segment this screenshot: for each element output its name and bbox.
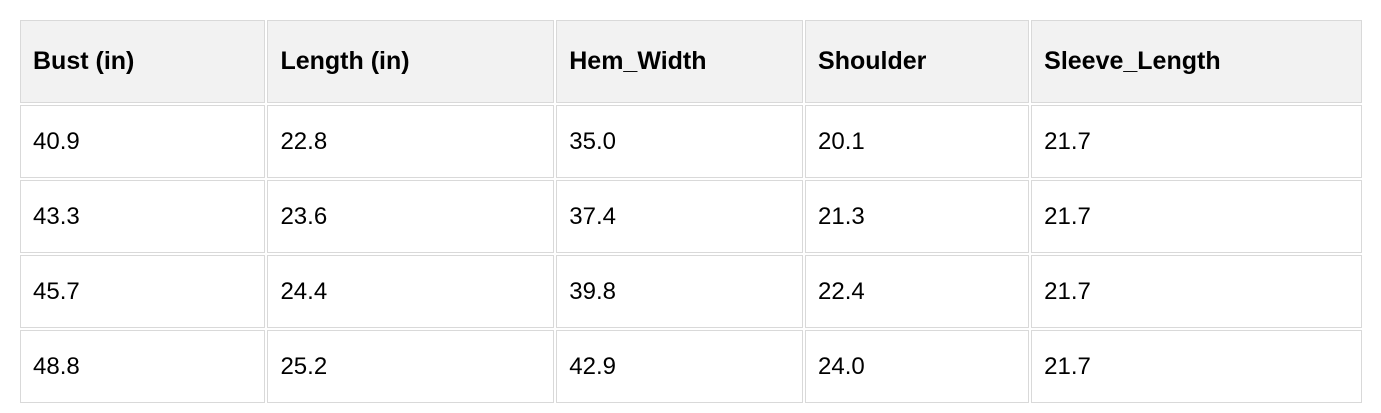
table-row: 43.3 23.6 37.4 21.3 21.7	[20, 180, 1362, 253]
column-header-shoulder: Shoulder	[805, 20, 1030, 103]
table-row: 40.9 22.8 35.0 20.1 21.7	[20, 105, 1362, 178]
table-cell: 42.9	[556, 330, 804, 403]
table-cell: 24.4	[267, 255, 555, 328]
table-cell: 21.7	[1031, 255, 1362, 328]
table-cell: 24.0	[805, 330, 1030, 403]
table-cell: 20.1	[805, 105, 1030, 178]
table-cell: 21.7	[1031, 180, 1362, 253]
table-cell: 35.0	[556, 105, 804, 178]
header-row: Bust (in) Length (in) Hem_Width Shoulder…	[20, 20, 1362, 103]
table-cell: 25.2	[267, 330, 555, 403]
table-row: 48.8 25.2 42.9 24.0 21.7	[20, 330, 1362, 403]
column-header-length: Length (in)	[267, 20, 555, 103]
table-cell: 45.7	[20, 255, 266, 328]
table-cell: 21.3	[805, 180, 1030, 253]
column-header-sleeve-length: Sleeve_Length	[1031, 20, 1362, 103]
table-cell: 40.9	[20, 105, 266, 178]
table-cell: 37.4	[556, 180, 804, 253]
table-cell: 43.3	[20, 180, 266, 253]
table-cell: 22.8	[267, 105, 555, 178]
table-cell: 23.6	[267, 180, 555, 253]
table-cell: 22.4	[805, 255, 1030, 328]
table-row: 45.7 24.4 39.8 22.4 21.7	[20, 255, 1362, 328]
table-cell: 21.7	[1031, 330, 1362, 403]
table-cell: 39.8	[556, 255, 804, 328]
column-header-hem-width: Hem_Width	[556, 20, 804, 103]
measurements-table: Bust (in) Length (in) Hem_Width Shoulder…	[18, 18, 1364, 405]
table-cell: 21.7	[1031, 105, 1362, 178]
table-cell: 48.8	[20, 330, 266, 403]
column-header-bust: Bust (in)	[20, 20, 266, 103]
